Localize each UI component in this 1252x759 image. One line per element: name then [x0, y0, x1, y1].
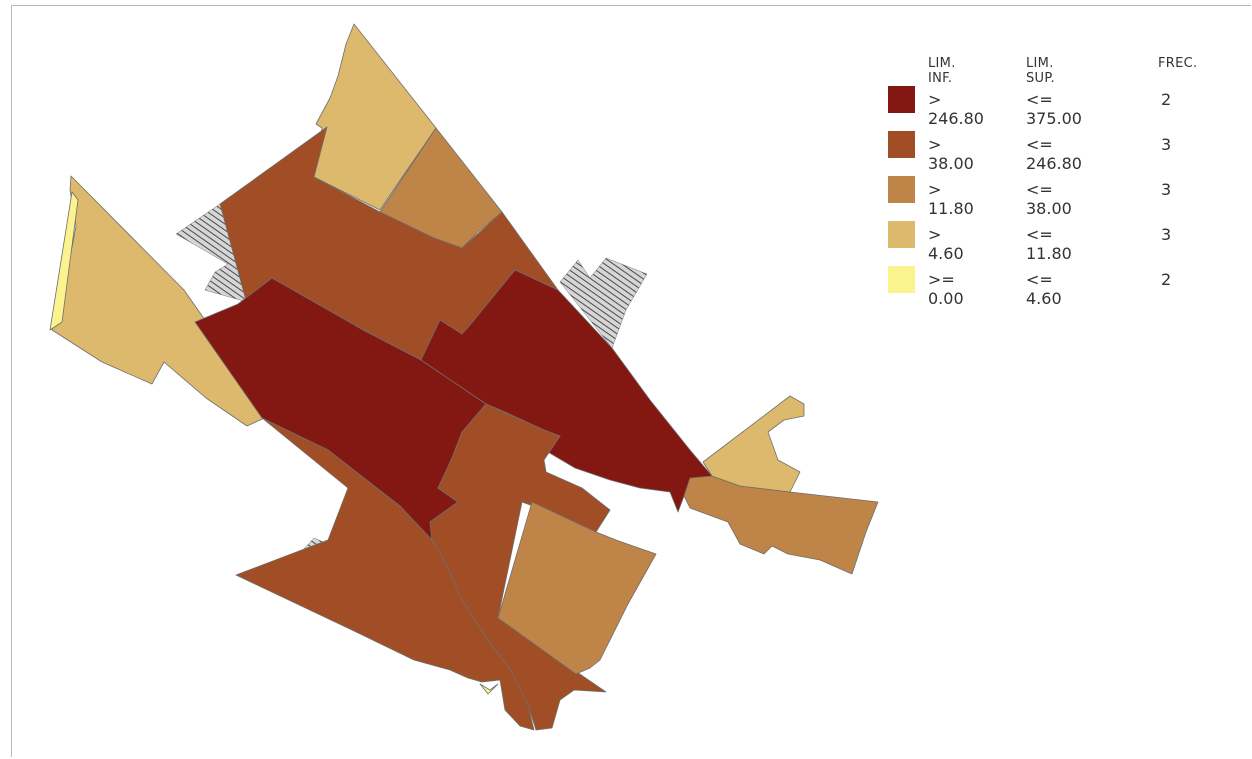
map-frame: [11, 5, 1251, 757]
legend-swatch: [888, 86, 915, 113]
legend-frequency: 3: [1161, 135, 1172, 154]
legend-header-inf: LIM. INF.: [928, 56, 956, 86]
no-data-area: [559, 257, 648, 349]
legend-upper-limit: <= 11.80: [1026, 225, 1072, 263]
south-central-region: [429, 403, 611, 731]
legend-frequency: 3: [1161, 225, 1172, 244]
west-strip-region: [49, 191, 79, 331]
legend-swatch: [888, 131, 915, 158]
legend-upper-limit: <= 4.60: [1026, 270, 1062, 308]
legend-upper-limit: <= 38.00: [1026, 180, 1072, 218]
legend-lower-limit: > 38.00: [928, 135, 974, 173]
legend-upper-limit: <= 375.00: [1026, 90, 1082, 128]
north-tip-region: [313, 23, 437, 211]
legend-upper-limit: <= 246.80: [1026, 135, 1082, 173]
legend-header-frec: FREC.: [1158, 56, 1198, 71]
legend-header-sup: LIM. SUP.: [1026, 56, 1055, 86]
south-east-region: [497, 501, 657, 675]
legend-lower-limit: > 11.80: [928, 180, 974, 218]
legend-frequency: 2: [1161, 270, 1172, 289]
south-small-region: [479, 683, 499, 695]
legend-swatch: [888, 176, 915, 203]
legend-frequency: 3: [1161, 180, 1172, 199]
legend-lower-limit: > 4.60: [928, 225, 964, 263]
legend-lower-limit: >= 0.00: [928, 270, 964, 308]
legend-swatch: [888, 221, 915, 248]
legend-swatch: [888, 266, 915, 293]
legend-lower-limit: > 246.80: [928, 90, 984, 128]
legend-frequency: 2: [1161, 90, 1172, 109]
east-top-region: [702, 395, 805, 493]
